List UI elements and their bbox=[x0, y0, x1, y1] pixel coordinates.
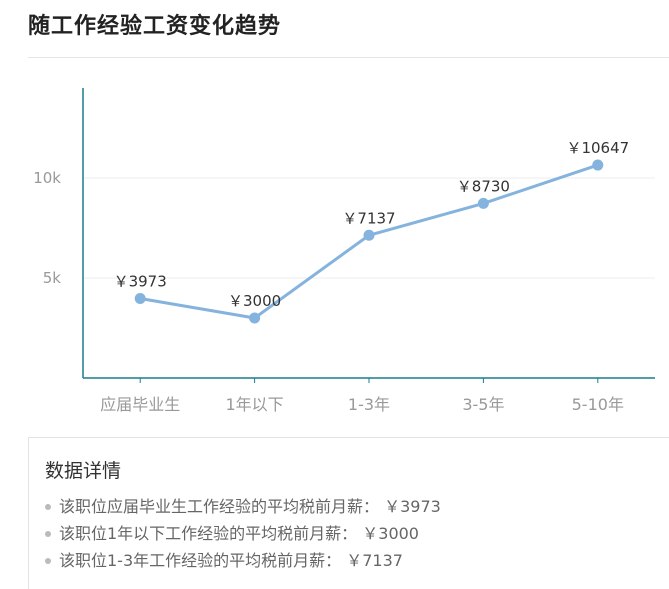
data-point bbox=[249, 312, 261, 324]
details-list: 该职位应届毕业生工作经验的平均税前月薪： ￥3973 该职位1年以下工作经验的平均… bbox=[45, 493, 441, 574]
y-tick-label: 5k bbox=[43, 269, 62, 287]
data-label: ￥7137 bbox=[342, 209, 395, 227]
title-divider bbox=[28, 57, 669, 58]
x-tick-label: 1-3年 bbox=[348, 395, 390, 414]
salary-trend-chart: 5k 10k 应届毕业生 1年以下 1-3年 3-5年 5-10年 ￥3973 ￥3000 ￥71… bbox=[0, 60, 669, 420]
data-point bbox=[134, 293, 146, 305]
data-label: ￥10647 bbox=[566, 139, 629, 157]
details-item-text: 该职位1-3年工作经验的平均税前月薪： ￥7137 bbox=[59, 551, 403, 570]
bullet-icon bbox=[45, 557, 51, 564]
x-tick-label: 1年以下 bbox=[226, 395, 284, 414]
data-point bbox=[592, 159, 604, 171]
details-title: 数据详情 bbox=[45, 460, 122, 482]
page-title: 随工作经验工资变化趋势 bbox=[28, 14, 282, 39]
series-line bbox=[139, 163, 599, 320]
details-item-text: 该职位1年以下工作经验的平均税前月薪： ￥3000 bbox=[59, 524, 419, 543]
bullet-icon bbox=[45, 530, 51, 537]
details-item: 该职位1-3年工作经验的平均税前月薪： ￥7137 bbox=[45, 547, 441, 574]
x-tick-label: 3-5年 bbox=[462, 395, 504, 414]
details-panel: 数据详情 该职位应届毕业生工作经验的平均税前月薪： ￥3973 该职位1年以下工作… bbox=[28, 437, 669, 589]
data-label: ￥3973 bbox=[114, 273, 167, 291]
details-item-text: 该职位应届毕业生工作经验的平均税前月薪： ￥3973 bbox=[59, 497, 441, 516]
chart-svg: 5k 10k 应届毕业生 1年以下 1-3年 3-5年 5-10年 ￥3973 ￥3000 ￥71… bbox=[33, 88, 655, 414]
x-tick-label: 5-10年 bbox=[572, 395, 624, 414]
x-tick-label: 应届毕业生 bbox=[100, 395, 180, 414]
y-tick-label: 10k bbox=[33, 169, 61, 187]
details-item: 该职位应届毕业生工作经验的平均税前月薪： ￥3973 bbox=[45, 493, 441, 520]
data-point bbox=[477, 197, 489, 209]
details-item: 该职位1年以下工作经验的平均税前月薪： ￥3000 bbox=[45, 520, 441, 547]
data-label: ￥3000 bbox=[228, 292, 281, 310]
data-label: ￥8730 bbox=[457, 177, 510, 195]
bullet-icon bbox=[45, 503, 51, 510]
data-point bbox=[363, 229, 375, 241]
